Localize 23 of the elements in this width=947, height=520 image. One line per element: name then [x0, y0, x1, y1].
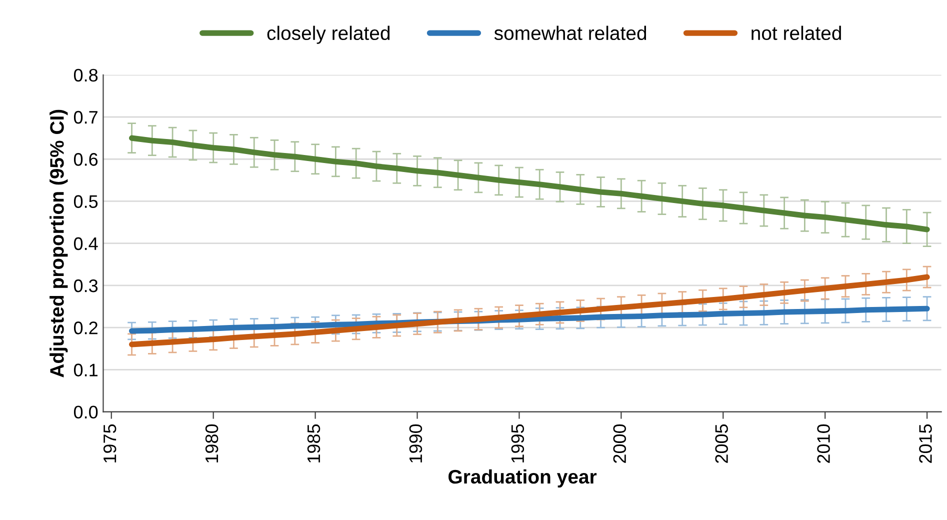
x-tick-label: 1975 [103, 424, 116, 462]
y-tick-label: 0.3 [74, 279, 98, 292]
x-tick-label: 2015 [919, 424, 932, 463]
y-tick-label: 0.0 [74, 406, 98, 419]
x-tick-label: 2010 [817, 424, 830, 463]
y-tick-label: 0.7 [74, 110, 98, 124]
y-tick-label: 0.8 [74, 68, 98, 82]
x-axis-title: Graduation year [448, 469, 597, 488]
legend-label: somewhat related [494, 26, 646, 40]
y-tick-label: 0.1 [74, 364, 98, 376]
y-tick-label: 0.2 [74, 322, 98, 334]
x-tick-label: 1990 [409, 424, 422, 462]
x-tick-label: 1980 [205, 424, 218, 462]
x-tick-label: 2000 [613, 424, 626, 463]
y-tick-label: 0.4 [74, 237, 98, 250]
y-tick-label: 0.6 [74, 153, 98, 166]
x-tick-label: 1995 [511, 424, 524, 462]
legend-label: closely related [267, 26, 390, 44]
y-tick-label: 0.5 [74, 195, 98, 208]
legend-label: not related [752, 26, 841, 40]
x-tick-label: 1985 [307, 424, 320, 462]
x-tick-label: 2005 [715, 424, 728, 463]
y-axis-title: Adjusted proportion (95% CI) [50, 110, 68, 378]
